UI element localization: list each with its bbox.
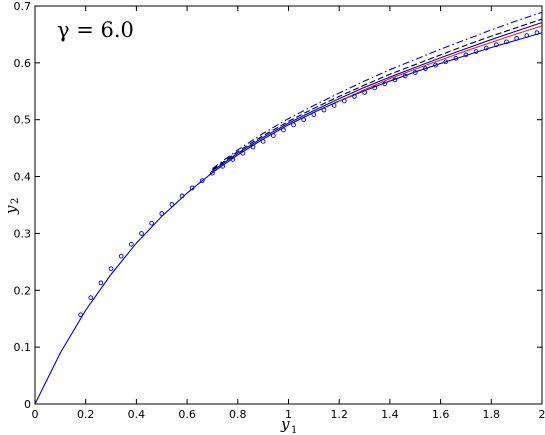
x-axis-label-sub: 1 [291,425,297,435]
data-point [281,127,286,133]
series-line-2 [338,25,543,102]
x-tick-label: 0.6 [178,408,196,421]
data-point [169,202,175,207]
series-markers [78,30,540,318]
data-point [514,36,519,41]
x-axis-label: y 1 [280,415,297,435]
data-point [382,81,388,87]
x-tick-label: 1.8 [483,408,501,421]
data-point [220,163,225,169]
y-tick-label: 0.6 [14,57,32,70]
y-axis-label: y 2 [2,198,21,215]
x-tick-label: 0 [32,408,39,421]
data-point [118,253,124,259]
x-tick-label: 0.4 [128,408,146,421]
data-point [341,98,347,104]
data-point [453,55,459,61]
data-point [494,42,499,48]
data-point [149,220,154,226]
y-tick-label: 0 [24,398,31,411]
data-point [473,49,479,54]
data-point [291,122,296,128]
data-point [423,66,428,71]
data-point [402,73,408,79]
data-point [98,280,104,286]
data-point [159,211,165,216]
x-tick-label: 0.8 [229,408,247,421]
data-point [260,138,266,144]
y-tick-label: 0.7 [14,0,32,13]
data-point [524,33,530,38]
x-tick-label: 1.6 [432,408,450,421]
data-point [443,59,449,65]
data-point [504,39,509,45]
x-axis-label-main: y [280,415,290,433]
data-point [301,117,307,123]
x-tick-label: 0.2 [77,408,95,421]
y-axis-label-main: y [2,205,20,215]
data-point [270,133,276,138]
data-point [240,150,246,156]
data-point [179,193,185,199]
plot-frame [34,5,543,405]
series-line-3 [212,21,543,172]
data-point [352,94,357,99]
data-point [311,112,317,117]
data-point [189,185,195,191]
data-point [128,241,134,247]
data-point [392,77,398,83]
x-tick-label: 1 [285,408,292,421]
data-point [433,62,438,68]
series-line-4 [212,18,543,171]
data-point [199,178,205,183]
y-tick-label: 0.3 [14,227,32,240]
x-tick-label: 1.2 [330,408,348,421]
data-point [321,107,327,113]
data-point [230,157,236,162]
x-tick-label: 2 [539,408,545,421]
data-point [139,231,144,236]
y-tick-label: 0.1 [14,341,32,354]
data-point [210,170,215,176]
data-point [372,85,378,91]
data-point [412,70,418,75]
y-tick-label: 0.2 [14,284,32,297]
data-point [108,266,114,272]
x-tick-label: 1.4 [381,408,399,421]
tick-layer: 0 0.2 0.4 0.6 0.8 1 1.2 1.4 1.6 1.8 2 0 0.1 0.2 0.3 0.4… [14,0,545,421]
series-line-5 [212,11,543,170]
gamma-annotation: γ = 6.0 [57,18,134,42]
y-tick-label: 0.5 [14,114,32,127]
y-axis-label-sub: 2 [10,198,21,204]
data-point [483,45,489,51]
data-point [88,295,94,301]
data-point [463,52,469,58]
data-point [78,312,83,318]
data-point [250,144,256,150]
series-layer [34,11,543,405]
y-tick-label: 0.4 [14,171,32,184]
data-point [331,103,337,108]
data-point [362,90,367,95]
data-point [534,30,540,36]
